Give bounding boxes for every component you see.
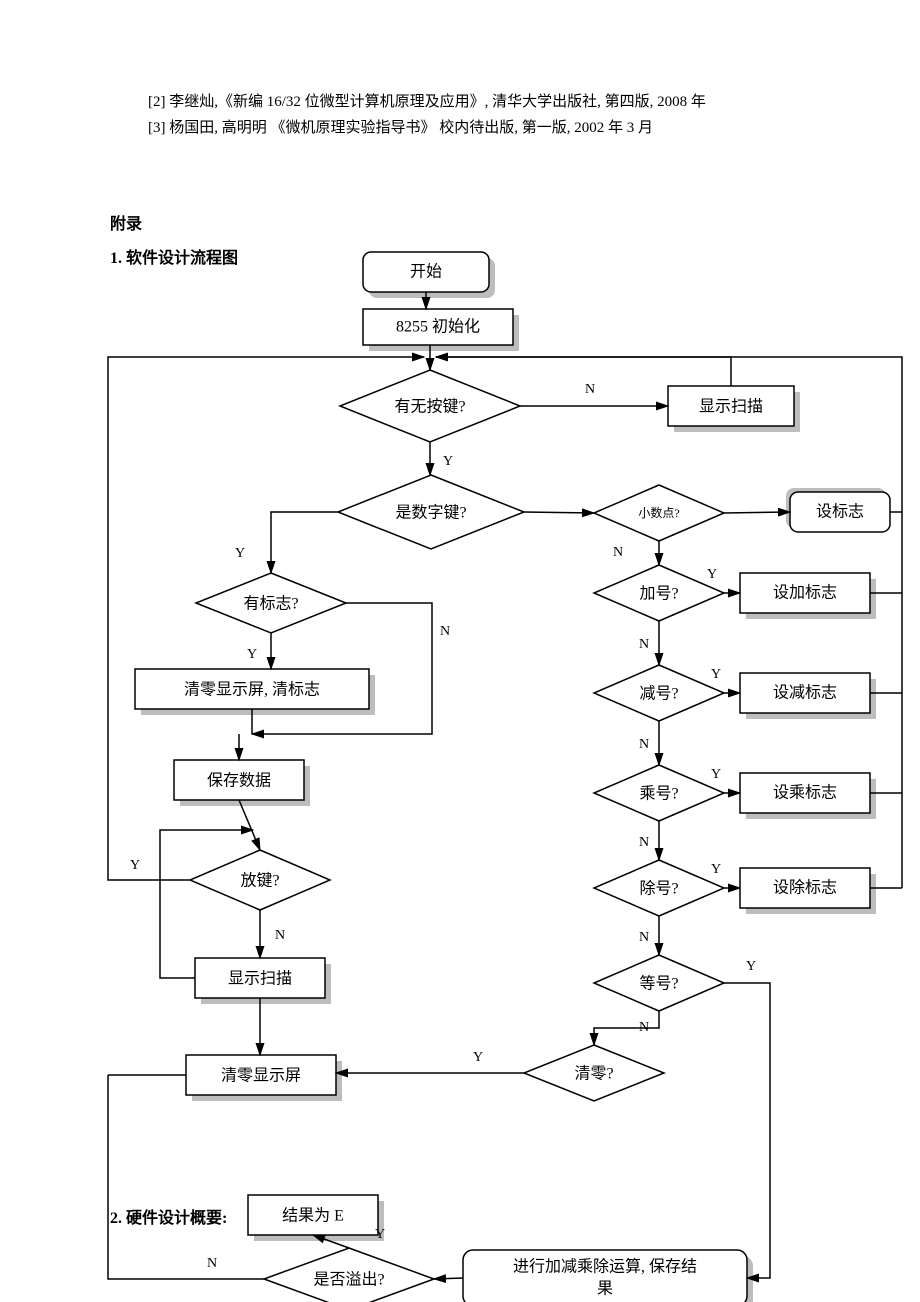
node-plus: 加号?	[594, 565, 724, 621]
lbl-dot-N: N	[613, 545, 623, 560]
node-docalc-label2: 果	[597, 1281, 613, 1298]
node-setdiv-label: 设除标志	[773, 879, 837, 897]
node-setminus: 设减标志	[740, 673, 876, 719]
node-clear-label: 清零?	[574, 1065, 613, 1083]
node-resultE: 结果为 E	[248, 1195, 384, 1241]
node-docalc: 进行加减乘除运算, 保存结 果	[463, 1250, 753, 1302]
lbl-keypress-N: N	[585, 382, 595, 397]
node-clrflag-label: 清零显示屏, 清标志	[184, 681, 320, 699]
node-setmul: 设乘标志	[740, 773, 876, 819]
node-mul-label: 乘号?	[639, 785, 678, 803]
edge-equal-docalc	[724, 983, 770, 1278]
node-div: 除号?	[594, 860, 724, 916]
lbl-clear-Y: Y	[473, 1050, 483, 1065]
lbl-plus-N: N	[639, 637, 649, 652]
node-overflow-label: 是否溢出?	[313, 1271, 384, 1289]
lbl-minus-Y: Y	[711, 667, 721, 682]
lbl-isdigit-Y: Y	[235, 546, 245, 561]
node-save: 保存数据	[174, 760, 310, 806]
node-setdiv: 设除标志	[740, 868, 876, 914]
node-release-label: 放键?	[240, 872, 279, 890]
edge-equal-clear	[594, 1011, 659, 1045]
lbl-plus-Y: Y	[707, 567, 717, 582]
node-start-label: 开始	[410, 263, 442, 281]
lbl-equal-Y: Y	[746, 959, 756, 974]
node-docalc-label1: 进行加减乘除运算, 保存结	[513, 1257, 697, 1276]
node-dot-label: 小数点?	[638, 505, 679, 520]
lbl-div-N: N	[639, 930, 649, 945]
node-overflow: 是否溢出?	[264, 1248, 434, 1302]
node-plus-label: 加号?	[639, 585, 678, 603]
lbl-div-Y: Y	[711, 862, 721, 877]
edge-scan2-back	[160, 830, 253, 978]
lbl-overflow-N: N	[207, 1256, 217, 1271]
flowchart-svg: 开始 8255 初始化 有无按键? 显示扫描 是数字键? 小数点?	[0, 0, 920, 1302]
node-start: 开始	[363, 252, 495, 298]
node-clrscr: 清零显示屏	[186, 1055, 342, 1101]
lbl-hasflag-N: N	[440, 624, 450, 639]
node-init: 8255 初始化	[363, 309, 519, 351]
edge-overflow-N	[108, 1075, 264, 1279]
node-setminus-label: 设减标志	[773, 684, 837, 702]
node-scan1-label: 显示扫描	[699, 398, 763, 416]
edge-save-release	[239, 800, 260, 850]
lbl-release-Y: Y	[130, 858, 140, 873]
edge-docalc-overflow	[434, 1278, 463, 1279]
node-setplus-label: 设加标志	[773, 584, 837, 602]
lbl-hasflag-Y: Y	[247, 647, 257, 662]
node-minus: 减号?	[594, 665, 724, 721]
node-clrflag: 清零显示屏, 清标志	[135, 669, 375, 715]
node-keypress-label: 有无按键?	[394, 398, 465, 416]
node-setplus: 设加标志	[740, 573, 876, 619]
node-init-label: 8255 初始化	[396, 318, 480, 336]
node-setflag-label: 设标志	[816, 503, 864, 521]
node-resultE-label: 结果为 E	[282, 1207, 344, 1225]
lbl-minus-N: N	[639, 737, 649, 752]
node-minus-label: 减号?	[639, 685, 678, 703]
edge-isdigit-hasflag	[271, 512, 338, 573]
node-isdigit: 是数字键?	[338, 475, 524, 549]
node-setflag: 设标志	[786, 488, 890, 532]
edge-dot-setflag	[724, 512, 790, 513]
node-scan2: 显示扫描	[195, 958, 331, 1004]
node-setmul-label: 设乘标志	[773, 784, 837, 802]
node-equal: 等号?	[594, 955, 724, 1011]
edge-isdigit-dot	[524, 512, 594, 513]
node-equal-label: 等号?	[639, 975, 678, 993]
lbl-release-N: N	[275, 928, 285, 943]
node-scan1: 显示扫描	[668, 386, 800, 432]
node-div-label: 除号?	[639, 880, 678, 898]
node-hasflag: 有标志?	[196, 573, 346, 633]
lbl-mul-N: N	[639, 835, 649, 850]
node-clear: 清零?	[524, 1045, 664, 1101]
node-hasflag-label: 有标志?	[243, 595, 298, 613]
node-save-label: 保存数据	[207, 772, 271, 790]
node-mul: 乘号?	[594, 765, 724, 821]
page: [2] 李继灿,《新编 16/32 位微型计算机原理及应用》, 清华大学出版社,…	[0, 0, 920, 1302]
node-scan2-label: 显示扫描	[228, 970, 292, 988]
node-dot: 小数点?	[594, 485, 724, 541]
lbl-mul-Y: Y	[711, 767, 721, 782]
node-keypress: 有无按键?	[340, 370, 520, 442]
lbl-equal-N: N	[639, 1020, 649, 1035]
node-isdigit-label: 是数字键?	[395, 504, 466, 522]
lbl-overflow-Y: Y	[375, 1227, 385, 1242]
node-release: 放键?	[190, 850, 330, 910]
node-clrscr-label: 清零显示屏	[221, 1067, 301, 1085]
lbl-keypress-Y: Y	[443, 454, 453, 469]
edge-scan1-back	[436, 357, 731, 386]
